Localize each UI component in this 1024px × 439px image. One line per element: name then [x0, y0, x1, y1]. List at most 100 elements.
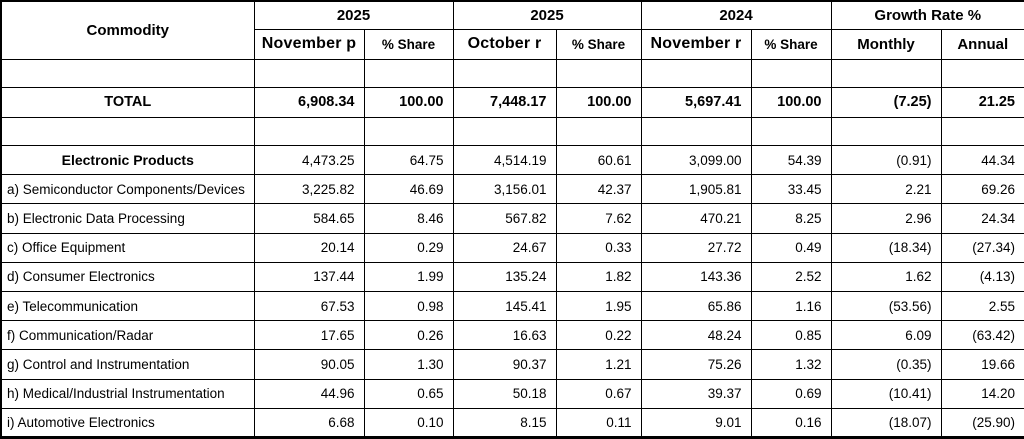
value-cell: 90.05	[253, 349, 365, 380]
header-sub-row: November p % Share October r % Share Nov…	[1, 28, 1024, 60]
value-cell	[830, 58, 942, 88]
value-cell: 75.26	[640, 349, 752, 380]
value-cell: (7.25)	[830, 86, 942, 118]
value-cell: 54.39	[750, 145, 832, 176]
header-group-row: Commodity 2025 2025 2024 Growth Rate %	[0, 0, 1024, 60]
value-cell: 50.18	[452, 378, 557, 409]
annual-header: Annual	[940, 28, 1024, 60]
november-r-header: November r	[640, 28, 752, 60]
value-cell: 0.16	[750, 407, 832, 439]
value-cell: 8.46	[363, 203, 454, 234]
value-cell: 67.53	[253, 290, 365, 322]
commodity-cell	[0, 58, 255, 88]
value-cell: (10.41)	[830, 378, 942, 409]
table-row: i) Automotive Electronics 6.68 0.10 8.15 0.1…	[0, 407, 1024, 439]
value-cell: 7.62	[555, 203, 642, 234]
value-cell: 0.29	[363, 232, 454, 263]
value-cell: 5,697.41	[640, 86, 752, 118]
value-cell: 135.24	[452, 261, 557, 292]
value-cell: 100.00	[750, 86, 832, 118]
value-cell: 44.96	[253, 378, 365, 409]
value-cell	[940, 58, 1024, 88]
value-cell: 64.75	[363, 145, 454, 176]
value-cell: 46.69	[363, 174, 454, 205]
value-cell: 0.65	[363, 378, 454, 409]
value-cell: (18.34)	[830, 232, 942, 263]
value-cell: 24.34	[940, 203, 1024, 234]
share-header-2: % Share	[555, 28, 642, 60]
value-cell: 8.25	[750, 203, 832, 234]
value-cell: 33.45	[750, 174, 832, 205]
value-cell	[750, 58, 832, 88]
value-cell: 0.98	[363, 290, 454, 322]
value-cell: 16.63	[452, 320, 557, 351]
commodity-header: Commodity	[0, 0, 255, 60]
value-cell	[555, 116, 642, 147]
value-cell: 1.21	[555, 349, 642, 380]
value-cell: 584.65	[253, 203, 365, 234]
value-cell: 17.65	[253, 320, 365, 351]
value-cell	[640, 58, 752, 88]
value-cell: 6.68	[253, 407, 365, 439]
value-cell: 44.34	[940, 145, 1024, 176]
value-cell: 137.44	[253, 261, 365, 292]
value-cell: 3,156.01	[452, 174, 557, 205]
table-row: e) Telecommunication 67.53 0.98 145.41 1.95 6…	[0, 290, 1024, 322]
value-cell	[363, 116, 454, 147]
value-cell: 1,905.81	[640, 174, 752, 205]
share-header-1: % Share	[363, 28, 454, 60]
value-cell: 0.22	[555, 320, 642, 351]
value-cell	[452, 58, 557, 88]
commodity-cell: g) Control and Instrumentation	[0, 349, 255, 380]
commodity-cell: c) Office Equipment	[0, 232, 255, 263]
table-header: Commodity 2025 2025 2024 Growth Rate % N…	[0, 0, 1024, 60]
value-cell: 3,099.00	[640, 145, 752, 176]
october-r-header: October r	[452, 28, 557, 60]
value-cell: 19.66	[940, 349, 1024, 380]
value-cell	[750, 116, 832, 147]
table-row: h) Medical/Industrial Instrumentation 44.…	[0, 378, 1024, 409]
value-cell: 0.33	[555, 232, 642, 263]
table-row: f) Communication/Radar 17.65 0.26 16.63 0.22…	[0, 320, 1024, 351]
commodity-cell: e) Telecommunication	[0, 290, 255, 322]
value-cell: 1.16	[750, 290, 832, 322]
table-row: a) Semiconductor Components/Devices 3,225…	[0, 174, 1024, 205]
value-cell: (4.13)	[940, 261, 1024, 292]
table-row: g) Control and Instrumentation 90.05 1.30 9…	[0, 349, 1024, 380]
table-body: TOTAL 6,908.34 100.00 7,448.17 100.00 5,697.4…	[0, 58, 1024, 439]
growth-rate-header: Growth Rate %	[830, 0, 1024, 30]
value-cell: 65.86	[640, 290, 752, 322]
value-cell: 48.24	[640, 320, 752, 351]
value-cell	[363, 58, 454, 88]
value-cell: 69.26	[940, 174, 1024, 205]
value-cell: 0.69	[750, 378, 832, 409]
value-cell: 1.30	[363, 349, 454, 380]
table-row: c) Office Equipment 20.14 0.29 24.67 0.33 27.…	[0, 232, 1024, 263]
value-cell: 4,473.25	[253, 145, 365, 176]
value-cell: (63.42)	[940, 320, 1024, 351]
table-row	[0, 116, 1024, 147]
value-cell: 7,448.17	[452, 86, 557, 118]
value-cell: 0.67	[555, 378, 642, 409]
commodity-cell: a) Semiconductor Components/Devices	[0, 174, 255, 205]
value-cell: 143.36	[640, 261, 752, 292]
table-row: TOTAL 6,908.34 100.00 7,448.17 100.00 5,697.4…	[0, 86, 1024, 118]
value-cell: 1.95	[555, 290, 642, 322]
value-cell: 100.00	[363, 86, 454, 118]
value-cell: 60.61	[555, 145, 642, 176]
value-cell: (18.07)	[830, 407, 942, 439]
value-cell: 27.72	[640, 232, 752, 263]
value-cell: 2.52	[750, 261, 832, 292]
commodity-cell: i) Automotive Electronics	[0, 407, 255, 439]
value-cell	[452, 116, 557, 147]
value-cell: 0.26	[363, 320, 454, 351]
value-cell: 2.55	[940, 290, 1024, 322]
value-cell: 1.99	[363, 261, 454, 292]
value-cell: 145.41	[452, 290, 557, 322]
commodity-cell: d) Consumer Electronics	[0, 261, 255, 292]
commodity-cell: TOTAL	[0, 86, 255, 118]
monthly-header: Monthly	[830, 28, 942, 60]
table-row: Electronic Products 4,473.25 64.75 4,514.19…	[0, 145, 1024, 176]
commodity-cell: b) Electronic Data Processing	[0, 203, 255, 234]
commodity-cell: h) Medical/Industrial Instrumentation	[0, 378, 255, 409]
